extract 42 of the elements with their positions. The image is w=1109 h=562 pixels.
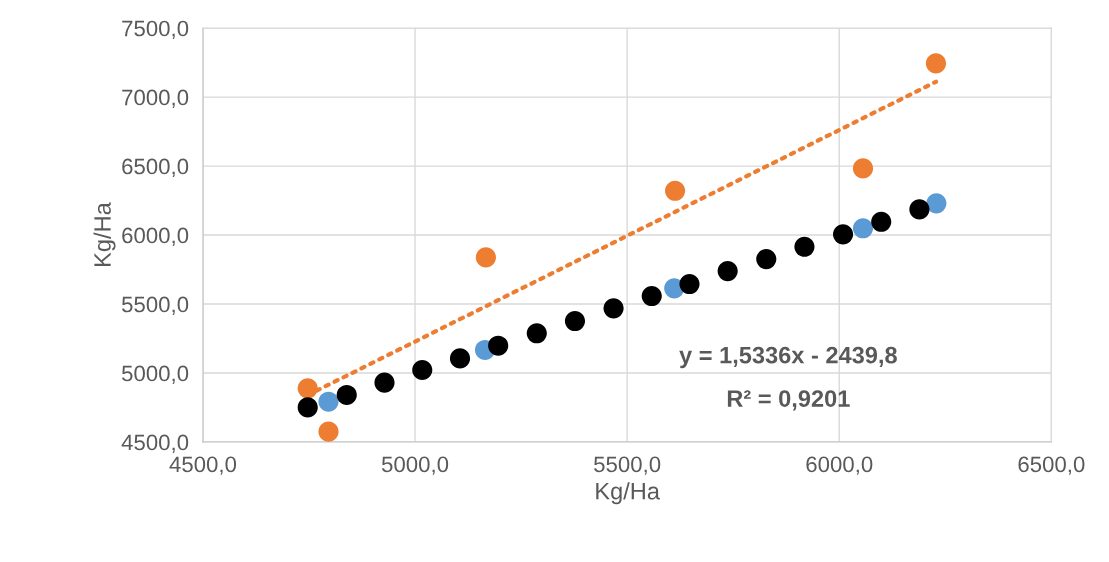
point [318,421,339,442]
y-tick-label: 4500,0 [121,434,189,453]
x-tick-label: 6500,0 [1018,456,1085,475]
point [336,384,357,406]
y-tick-label: 7000,0 [122,89,189,108]
point [852,158,874,179]
point [926,193,947,214]
point [665,180,686,201]
y-tick-label: 5500,0 [121,296,189,315]
x-tick-label: 6000,0 [806,456,873,475]
y-tick-label: 7500,0 [122,20,189,39]
point [374,372,395,393]
point [412,359,433,381]
point [297,378,318,399]
point [603,298,624,319]
y-tick-label: 6000,0 [122,227,189,246]
point [679,273,700,295]
annotation: R² = 0,9201 [727,390,850,411]
point [297,397,318,418]
x-axis-title: Kg/Ha [596,482,660,505]
point [794,236,815,257]
x-tick-label: 5000,0 [381,456,449,475]
point [871,211,892,232]
point [318,391,339,412]
x-tick-label: 5500,0 [594,456,661,475]
y-axis-title: Kg/Ha [93,202,116,266]
point [909,199,930,220]
point [564,310,586,332]
point [526,323,547,344]
y-tick-label: 6500,0 [122,158,189,177]
y-tick-label: 5000,0 [121,365,189,384]
point [641,285,662,307]
point [449,348,471,369]
point [756,249,777,270]
point [488,335,509,356]
point [717,261,738,282]
point [475,247,496,268]
point [925,53,947,74]
point [852,218,874,239]
annotation: y = 1,5336x - 2439,8 [679,346,897,369]
point [832,224,854,245]
x-tick-label: 4500,0 [169,456,237,475]
